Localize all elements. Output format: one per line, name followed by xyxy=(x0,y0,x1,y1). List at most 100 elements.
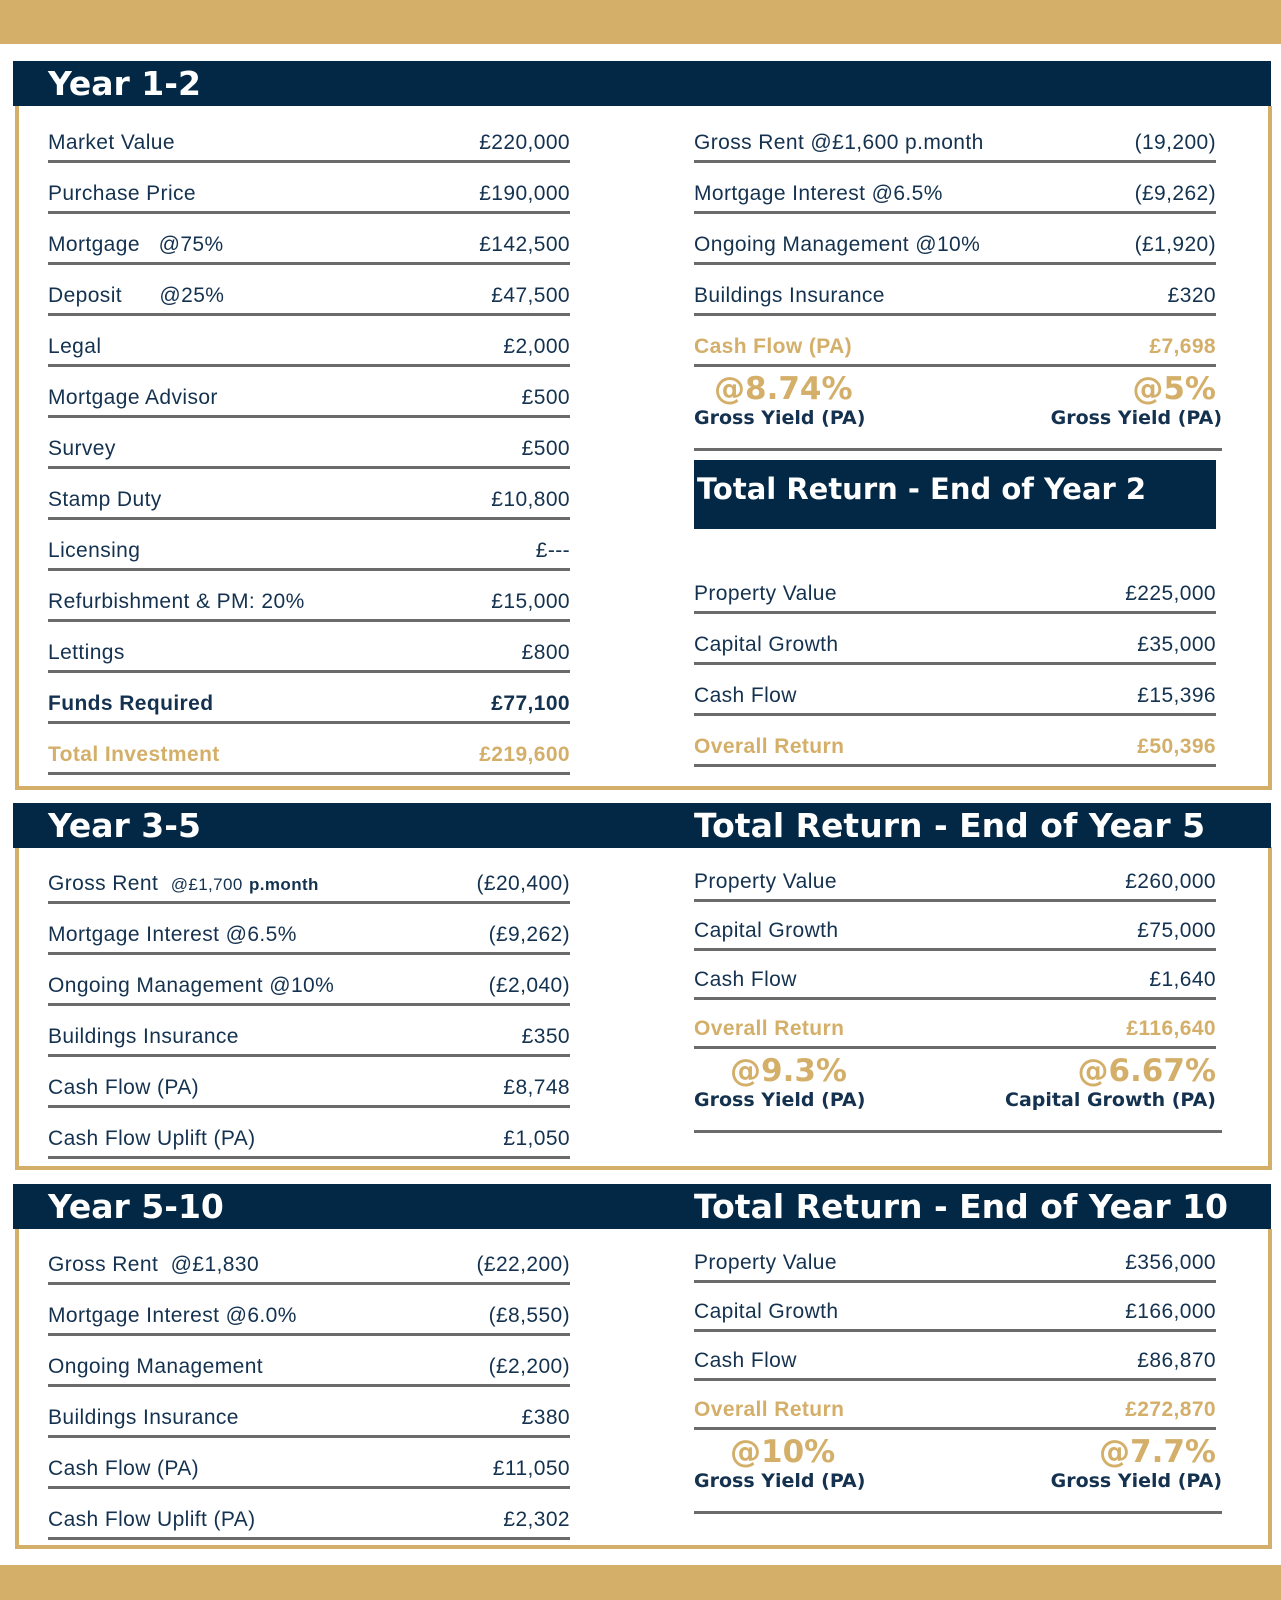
item-value: £116,640 xyxy=(1126,1017,1216,1040)
item-value: £220,000 xyxy=(479,131,570,154)
costs-list: Market Value £220,000 Purchase Price £190,0… xyxy=(48,112,570,775)
item-label: Ongoing Management @10% xyxy=(48,974,335,997)
total-list: Property Value £260,000 Capital Growth £75,… xyxy=(694,853,1222,1133)
item-label: Purchase Price xyxy=(48,182,196,205)
item-label: Mortgage @75% xyxy=(48,233,224,256)
yield-block: @10% Gross Yield (PA) @7.7% Gross Yield … xyxy=(694,1430,1222,1514)
item-value: £320 xyxy=(1167,284,1216,307)
item-value: £2,302 xyxy=(503,1508,570,1531)
item-value: £1,050 xyxy=(503,1127,570,1150)
item-label: Market Value xyxy=(48,131,175,154)
item-value: (£20,400) xyxy=(476,872,570,895)
item-value: £35,000 xyxy=(1137,633,1216,656)
item-value: £7,698 xyxy=(1149,335,1216,358)
item-value: £77,100 xyxy=(491,692,570,715)
line-item: Gross Rent @£1,830 (£22,200) xyxy=(48,1234,570,1285)
line-item: Buildings Insurance £380 xyxy=(48,1387,570,1438)
yield-percent: @7.7% xyxy=(1099,1434,1216,1470)
line-item: Buildings Insurance £350 xyxy=(48,1006,570,1057)
line-item: Ongoing Management @10% (£2,040) xyxy=(48,955,570,1006)
item-value: £500 xyxy=(521,437,570,460)
item-value: (£2,040) xyxy=(488,974,570,997)
total-list: Property Value £356,000 Capital Growth £166… xyxy=(694,1234,1222,1514)
yield-label: Gross Yield (PA) xyxy=(694,407,866,429)
line-item: Gross Rent @£1,600 p.month (19,200) xyxy=(694,112,1216,163)
item-label: Cash Flow (PA) xyxy=(48,1076,200,1099)
line-item: Stamp Duty £10,800 xyxy=(48,469,570,520)
item-value: (£2,200) xyxy=(488,1355,570,1378)
item-value: (19,200) xyxy=(1134,131,1216,154)
line-item: Property Value £225,000 xyxy=(694,563,1216,614)
line-item: Cash Flow £15,396 xyxy=(694,665,1216,716)
line-item: Overall Return £272,870 xyxy=(694,1381,1216,1430)
line-item: Mortgage Interest @6.5% (£9,262) xyxy=(48,904,570,955)
yield-percent: @10% xyxy=(730,1434,836,1470)
item-value: £50,396 xyxy=(1137,735,1216,758)
item-label: Gross Rent @£1,830 xyxy=(48,1253,260,1276)
yield-percent: @6.67% xyxy=(1077,1053,1216,1089)
yield-label: Gross Yield (PA) xyxy=(694,1089,866,1111)
line-item: Cash Flow (PA) £8,748 xyxy=(48,1057,570,1108)
item-label: Cash Flow (PA) xyxy=(48,1457,200,1480)
item-value: (£22,200) xyxy=(476,1253,570,1276)
line-item: Mortgage @75% £142,500 xyxy=(48,214,570,265)
item-label: Mortgage Interest @6.5% xyxy=(694,182,943,205)
item-label: Legal xyxy=(48,335,102,358)
line-item: Mortgage Interest @6.5% (£9,262) xyxy=(694,163,1216,214)
item-label: Buildings Insurance xyxy=(694,284,885,307)
line-item: Gross Rent @£1,700 p.month (£20,400) xyxy=(48,853,570,904)
top-gold-band xyxy=(0,0,1281,44)
line-item: Overall Return £50,396 xyxy=(694,716,1216,767)
item-value: £350 xyxy=(521,1025,570,1048)
item-label: Mortgage Advisor xyxy=(48,386,218,409)
item-label: Buildings Insurance xyxy=(48,1025,239,1048)
item-label: Ongoing Management xyxy=(48,1355,264,1378)
income-list: Gross Rent @£1,600 p.month (19,200) Mortga… xyxy=(694,112,1222,767)
yield-label: Capital Growth (PA) xyxy=(1005,1089,1216,1111)
item-value: £--- xyxy=(535,539,570,562)
item-value: £219,600 xyxy=(479,743,570,766)
item-value: £142,500 xyxy=(479,233,570,256)
item-label: Property Value xyxy=(694,582,837,605)
item-value: £86,870 xyxy=(1137,1349,1216,1372)
section-year-1-2 xyxy=(15,106,1272,790)
line-item: Capital Growth £35,000 xyxy=(694,614,1216,665)
line-item: Deposit @25% £47,500 xyxy=(48,265,570,316)
item-label: Survey xyxy=(48,437,116,460)
yield-label: Gross Yield (PA) xyxy=(1050,1470,1222,1492)
total-return-title: Total Return - End of Year 2 xyxy=(694,460,1216,529)
item-label: Licensing xyxy=(48,539,141,562)
line-item: Ongoing Management @10% (£1,920) xyxy=(694,214,1216,265)
line-item: Cash Flow Uplift (PA) £2,302 xyxy=(48,1489,570,1540)
line-item: Ongoing Management (£2,200) xyxy=(48,1336,570,1387)
line-item: Refurbishment & PM: 20% £15,000 xyxy=(48,571,570,622)
item-value: £356,000 xyxy=(1125,1251,1216,1274)
line-item: Licensing £--- xyxy=(48,520,570,571)
section-year-5-10 xyxy=(15,1229,1272,1549)
item-label: Property Value xyxy=(694,870,837,893)
item-value: £500 xyxy=(521,386,570,409)
item-label: Overall Return xyxy=(694,1398,845,1421)
item-label: Total Investment xyxy=(48,743,220,766)
item-label: Funds Required xyxy=(48,692,214,715)
line-item: Lettings £800 xyxy=(48,622,570,673)
item-value: £15,000 xyxy=(491,590,570,613)
line-item: Legal £2,000 xyxy=(48,316,570,367)
item-value: £15,396 xyxy=(1137,684,1216,707)
section-header: Year 5-10 Total Return - End of Year 10 xyxy=(13,1184,1271,1229)
item-value: £10,800 xyxy=(491,488,570,511)
item-value: £190,000 xyxy=(479,182,570,205)
item-value: (£9,262) xyxy=(488,923,570,946)
line-item: Funds Required £77,100 xyxy=(48,673,570,724)
section-title: Year 5-10 xyxy=(48,1187,224,1226)
item-value: £11,050 xyxy=(492,1457,570,1480)
line-item: Property Value £260,000 xyxy=(694,853,1216,902)
line-item: Buildings Insurance £320 xyxy=(694,265,1216,316)
yield-percent: @8.74% xyxy=(714,371,853,407)
item-value: (£9,262) xyxy=(1134,182,1216,205)
item-value: £380 xyxy=(521,1406,570,1429)
item-label: Cash Flow xyxy=(694,968,797,991)
line-item: Total Investment £219,600 xyxy=(48,724,570,775)
section-header: Year 3-5 Total Return - End of Year 5 xyxy=(13,803,1271,848)
section-header: Year 1-2 xyxy=(13,61,1271,106)
